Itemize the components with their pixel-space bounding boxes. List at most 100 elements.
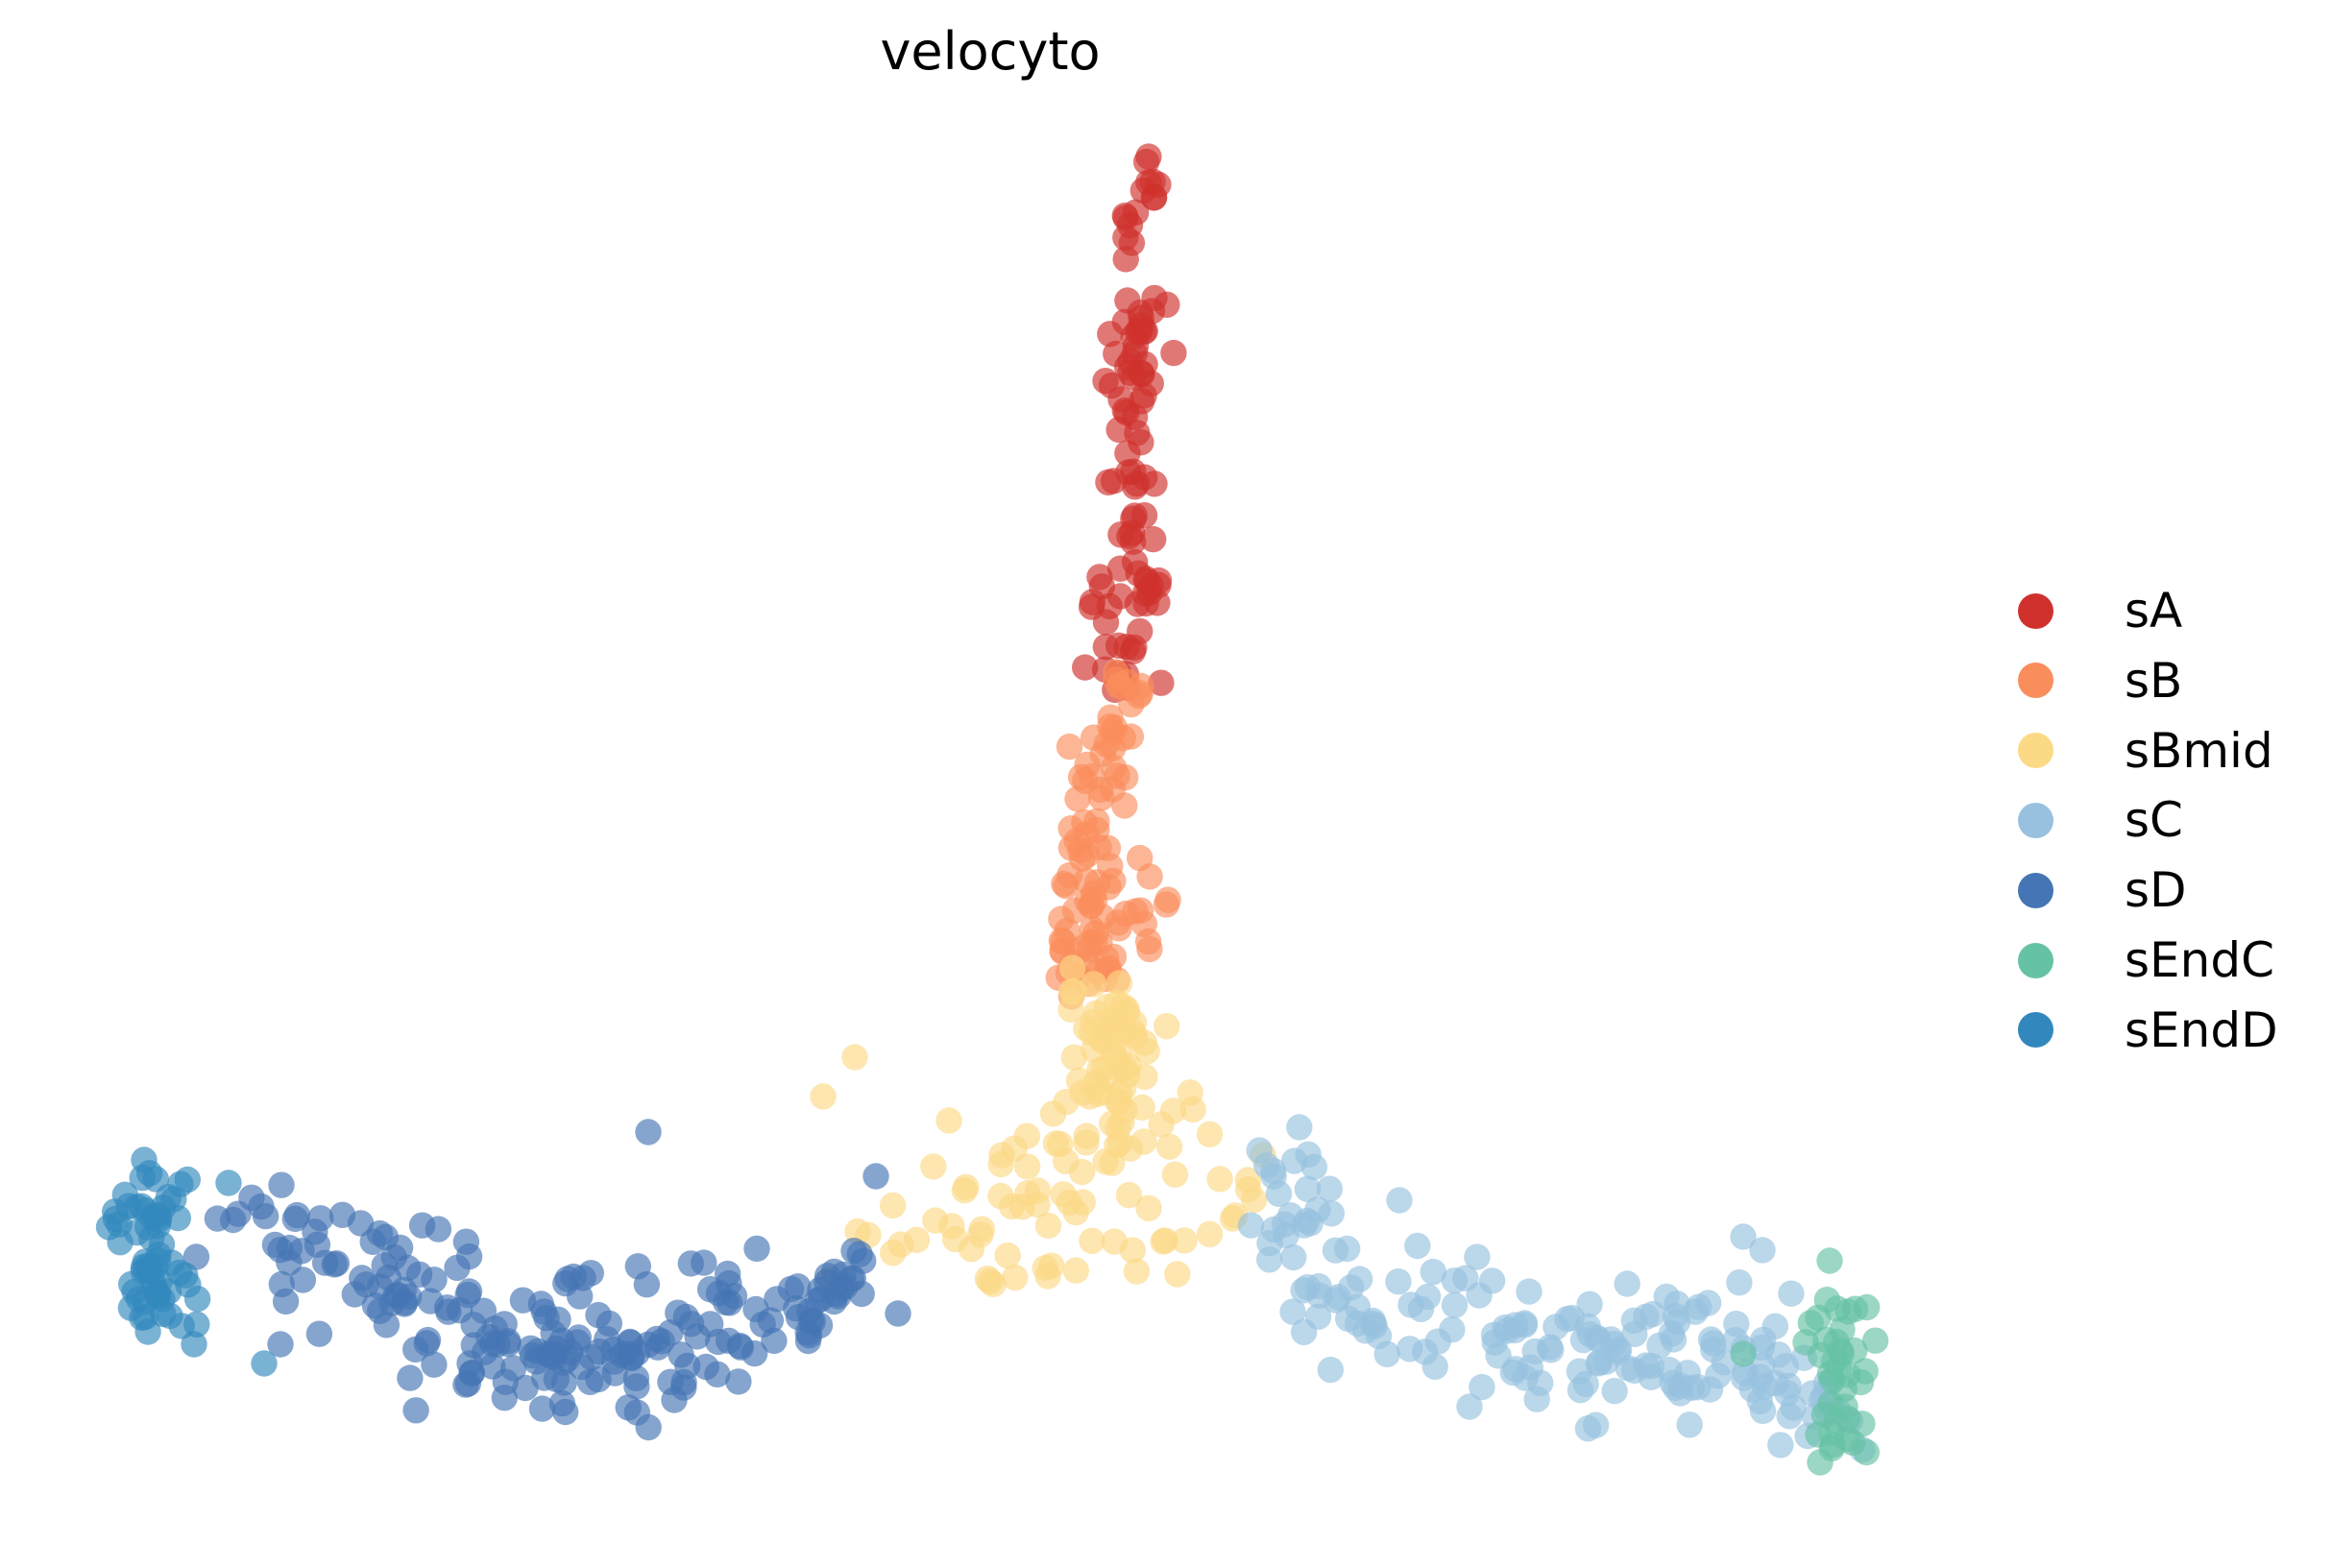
data-point: [1098, 372, 1126, 399]
data-point: [1101, 1228, 1129, 1255]
data-point: [359, 1228, 386, 1256]
data-point: [1805, 1421, 1832, 1448]
data-point: [885, 1300, 911, 1327]
data-point: [455, 1278, 483, 1305]
data-point: [716, 1269, 742, 1297]
data-point: [1103, 340, 1130, 368]
series-sC: [1237, 1114, 1876, 1463]
data-point: [1148, 669, 1175, 696]
data-point: [1441, 1291, 1469, 1319]
data-point: [1145, 571, 1172, 598]
data-point: [1260, 1216, 1288, 1243]
data-point: [452, 1371, 479, 1398]
data-point: [623, 1373, 650, 1400]
data-point: [1092, 609, 1120, 636]
data-point: [1290, 1277, 1317, 1304]
data-point: [1615, 1355, 1642, 1382]
data-point: [1034, 1212, 1062, 1240]
data-point: [1048, 905, 1075, 932]
data-point: [920, 1153, 947, 1180]
data-point: [618, 1344, 645, 1372]
data-point: [204, 1205, 231, 1232]
data-point: [880, 1240, 907, 1266]
data-point: [1106, 555, 1134, 582]
data-point: [347, 1210, 375, 1237]
data-point: [705, 1328, 732, 1356]
data-point: [578, 1344, 605, 1371]
data-point: [1234, 1176, 1262, 1203]
data-point: [421, 1351, 448, 1378]
data-point: [1778, 1280, 1805, 1307]
data-point: [1135, 169, 1162, 196]
data-point: [1115, 1182, 1143, 1209]
data-point: [648, 1328, 675, 1355]
data-point: [1160, 339, 1187, 367]
data-point: [267, 1331, 294, 1358]
data-point: [1091, 1015, 1119, 1043]
data-point: [556, 1339, 584, 1365]
data-point: [1050, 1181, 1077, 1208]
data-point: [1099, 1149, 1126, 1176]
data-point: [215, 1170, 242, 1196]
data-point: [1105, 970, 1133, 997]
data-point: [1686, 1293, 1713, 1320]
data-point: [725, 1368, 752, 1395]
data-point: [1761, 1313, 1789, 1340]
data-point: [132, 1248, 159, 1275]
data-point: [635, 1119, 662, 1146]
data-point: [1159, 1098, 1187, 1124]
data-point: [1404, 1232, 1431, 1260]
data-point: [272, 1288, 300, 1315]
data-point: [1072, 654, 1099, 681]
data-point: [1730, 1223, 1757, 1250]
data-point: [1730, 1340, 1757, 1367]
data-point: [1095, 874, 1122, 901]
data-point: [1385, 1268, 1412, 1295]
data-point: [455, 1242, 483, 1270]
data-point: [743, 1235, 770, 1263]
data-point: [1512, 1364, 1539, 1391]
data-point: [1064, 785, 1091, 812]
data-point: [1116, 1135, 1144, 1162]
data-point: [1123, 1258, 1151, 1285]
data-point: [1265, 1180, 1293, 1208]
data-point: [633, 1271, 661, 1298]
data-point: [635, 1413, 662, 1441]
data-point: [382, 1282, 409, 1310]
data-point: [302, 1218, 328, 1245]
data-point: [1807, 1449, 1834, 1476]
data-point: [1614, 1270, 1640, 1297]
data-point: [268, 1171, 295, 1198]
data-point: [1097, 321, 1124, 348]
data-point: [1345, 1310, 1372, 1338]
data-point: [1107, 521, 1134, 548]
data-point: [1105, 416, 1132, 444]
data-point: [841, 1044, 868, 1071]
data-point: [1034, 1263, 1061, 1290]
data-point: [548, 1389, 576, 1417]
data-point: [1140, 525, 1167, 553]
data-point: [252, 1202, 279, 1230]
data-point: [1196, 1220, 1224, 1248]
data-point: [1279, 1298, 1306, 1325]
data-point: [394, 1254, 422, 1282]
data-point: [1246, 1137, 1273, 1164]
data-point: [289, 1266, 317, 1293]
data-point: [1059, 954, 1086, 981]
data-point: [1105, 632, 1132, 659]
series-sB: [1045, 659, 1181, 1010]
data-point: [1780, 1394, 1807, 1421]
data-point: [517, 1335, 545, 1363]
data-point: [1290, 1318, 1318, 1346]
data-point: [361, 1292, 389, 1319]
data-point: [1153, 1013, 1180, 1040]
data-point: [512, 1374, 539, 1402]
data-point: [1662, 1374, 1689, 1402]
data-point: [225, 1200, 252, 1227]
data-point: [560, 1263, 587, 1291]
data-point: [1111, 1054, 1138, 1081]
data-point: [994, 1242, 1021, 1269]
data-point: [1421, 1353, 1448, 1381]
data-point: [980, 1270, 1007, 1298]
data-point: [471, 1339, 498, 1365]
